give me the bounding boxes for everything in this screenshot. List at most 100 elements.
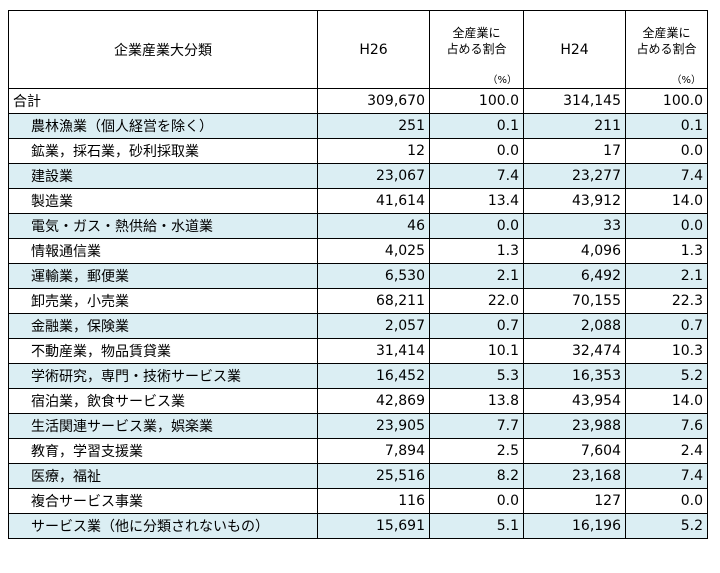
table-row: 医療，福祉 25,516 8.2 23,168 7.4 bbox=[8, 463, 708, 489]
table-row: 建設業 23,067 7.4 23,277 7.4 bbox=[8, 163, 708, 189]
table-row: 製造業 41,614 13.4 43,912 14.0 bbox=[8, 188, 708, 214]
row-label: 電気・ガス・熱供給・水道業 bbox=[8, 213, 318, 239]
row-h26-count: 31,414 bbox=[317, 338, 430, 364]
row-h24-share: 0.1 bbox=[625, 113, 708, 139]
row-h26-count: 15,691 bbox=[317, 513, 430, 539]
row-h24-count: 16,353 bbox=[523, 363, 626, 389]
industry-table-container: 企業産業大分類 H26 全産業に 占める割合 （%） H24 全産業に 占める割… bbox=[8, 10, 708, 539]
row-h26-share: 13.8 bbox=[429, 388, 524, 414]
row-h26-share: 5.3 bbox=[429, 363, 524, 389]
row-label: 建設業 bbox=[8, 163, 318, 189]
header-share-h24-unit: （%） bbox=[671, 75, 701, 86]
table-row: 電気・ガス・熱供給・水道業 46 0.0 33 0.0 bbox=[8, 213, 708, 239]
row-label: 鉱業，採石業，砂利採取業 bbox=[8, 138, 318, 164]
header-category: 企業産業大分類 bbox=[8, 10, 318, 89]
row-h26-share: 2.1 bbox=[429, 263, 524, 289]
row-h26-count: 12 bbox=[317, 138, 430, 164]
row-h24-count: 33 bbox=[523, 213, 626, 239]
row-h26-share: 13.4 bbox=[429, 188, 524, 214]
row-h24-count: 32,474 bbox=[523, 338, 626, 364]
header-year-h26: H26 bbox=[317, 10, 430, 89]
table-row: 複合サービス事業 116 0.0 127 0.0 bbox=[8, 488, 708, 514]
row-h26-count: 4,025 bbox=[317, 238, 430, 264]
table-row: 不動産業，物品賃貸業 31,414 10.1 32,474 10.3 bbox=[8, 338, 708, 364]
row-label: 学術研究，専門・技術サービス業 bbox=[8, 363, 318, 389]
table-row: 運輸業，郵便業 6,530 2.1 6,492 2.1 bbox=[8, 263, 708, 289]
row-h24-count: 4,096 bbox=[523, 238, 626, 264]
total-h24: 314,145 bbox=[523, 88, 626, 114]
total-row: 合計 309,670 100.0 314,145 100.0 bbox=[8, 88, 708, 114]
row-h26-share: 0.7 bbox=[429, 313, 524, 339]
row-h24-count: 23,277 bbox=[523, 163, 626, 189]
header-share-h26: 全産業に 占める割合 （%） bbox=[429, 10, 524, 89]
row-h24-count: 2,088 bbox=[523, 313, 626, 339]
row-h26-count: 7,894 bbox=[317, 438, 430, 464]
row-h26-count: 116 bbox=[317, 488, 430, 514]
header-share-h24-line1: 全産業に bbox=[642, 26, 691, 40]
row-h24-count: 16,196 bbox=[523, 513, 626, 539]
total-h26: 309,670 bbox=[317, 88, 430, 114]
table-row: 金融業，保険業 2,057 0.7 2,088 0.7 bbox=[8, 313, 708, 339]
table-row: 農林漁業（個人経営を除く） 251 0.1 211 0.1 bbox=[8, 113, 708, 139]
row-h24-share: 14.0 bbox=[625, 188, 708, 214]
row-h26-share: 7.4 bbox=[429, 163, 524, 189]
row-h26-count: 41,614 bbox=[317, 188, 430, 214]
header-row: 企業産業大分類 H26 全産業に 占める割合 （%） H24 全産業に 占める割… bbox=[8, 10, 708, 89]
row-h24-share: 7.4 bbox=[625, 163, 708, 189]
header-year-h24: H24 bbox=[523, 10, 626, 89]
row-label: 情報通信業 bbox=[8, 238, 318, 264]
row-label: 複合サービス事業 bbox=[8, 488, 318, 514]
row-label: 宿泊業，飲食サービス業 bbox=[8, 388, 318, 414]
row-h24-share: 0.0 bbox=[625, 213, 708, 239]
row-h26-count: 23,067 bbox=[317, 163, 430, 189]
header-share-h26-unit: （%） bbox=[487, 75, 517, 86]
header-share-h26-line2: 占める割合 bbox=[446, 42, 507, 56]
row-h24-share: 5.2 bbox=[625, 513, 708, 539]
row-label: 製造業 bbox=[8, 188, 318, 214]
row-label: 生活関連サービス業，娯楽業 bbox=[8, 413, 318, 439]
row-h24-share: 5.2 bbox=[625, 363, 708, 389]
row-h24-count: 23,988 bbox=[523, 413, 626, 439]
row-h24-count: 211 bbox=[523, 113, 626, 139]
row-h26-count: 16,452 bbox=[317, 363, 430, 389]
row-label: 農林漁業（個人経営を除く） bbox=[8, 113, 318, 139]
row-label: 不動産業，物品賃貸業 bbox=[8, 338, 318, 364]
table-row: 鉱業，採石業，砂利採取業 12 0.0 17 0.0 bbox=[8, 138, 708, 164]
row-h26-share: 10.1 bbox=[429, 338, 524, 364]
row-label: 医療，福祉 bbox=[8, 463, 318, 489]
row-h24-count: 70,155 bbox=[523, 288, 626, 314]
row-h26-share: 2.5 bbox=[429, 438, 524, 464]
row-h24-share: 22.3 bbox=[625, 288, 708, 314]
row-h26-count: 42,869 bbox=[317, 388, 430, 414]
row-h24-share: 10.3 bbox=[625, 338, 708, 364]
table-row: 情報通信業 4,025 1.3 4,096 1.3 bbox=[8, 238, 708, 264]
row-h26-count: 251 bbox=[317, 113, 430, 139]
row-h26-share: 5.1 bbox=[429, 513, 524, 539]
row-h26-count: 23,905 bbox=[317, 413, 430, 439]
row-h26-count: 6,530 bbox=[317, 263, 430, 289]
row-h26-share: 0.0 bbox=[429, 138, 524, 164]
row-label: 教育，学習支援業 bbox=[8, 438, 318, 464]
row-h26-share: 7.7 bbox=[429, 413, 524, 439]
row-h26-count: 2,057 bbox=[317, 313, 430, 339]
row-h24-count: 43,954 bbox=[523, 388, 626, 414]
row-h26-share: 1.3 bbox=[429, 238, 524, 264]
row-h24-count: 7,604 bbox=[523, 438, 626, 464]
table-row: 教育，学習支援業 7,894 2.5 7,604 2.4 bbox=[8, 438, 708, 464]
header-share-h24-line2: 占める割合 bbox=[636, 42, 697, 56]
row-h24-share: 0.7 bbox=[625, 313, 708, 339]
row-h26-share: 22.0 bbox=[429, 288, 524, 314]
row-h26-share: 8.2 bbox=[429, 463, 524, 489]
row-h24-share: 2.4 bbox=[625, 438, 708, 464]
row-label: 運輸業，郵便業 bbox=[8, 263, 318, 289]
row-h24-share: 1.3 bbox=[625, 238, 708, 264]
row-h24-count: 17 bbox=[523, 138, 626, 164]
row-h26-count: 68,211 bbox=[317, 288, 430, 314]
row-h24-share: 7.6 bbox=[625, 413, 708, 439]
row-h24-count: 6,492 bbox=[523, 263, 626, 289]
row-h26-share: 0.1 bbox=[429, 113, 524, 139]
row-label: サービス業（他に分類されないもの） bbox=[8, 513, 318, 539]
row-h24-share: 0.0 bbox=[625, 138, 708, 164]
table-row: 卸売業，小売業 68,211 22.0 70,155 22.3 bbox=[8, 288, 708, 314]
row-h24-share: 2.1 bbox=[625, 263, 708, 289]
